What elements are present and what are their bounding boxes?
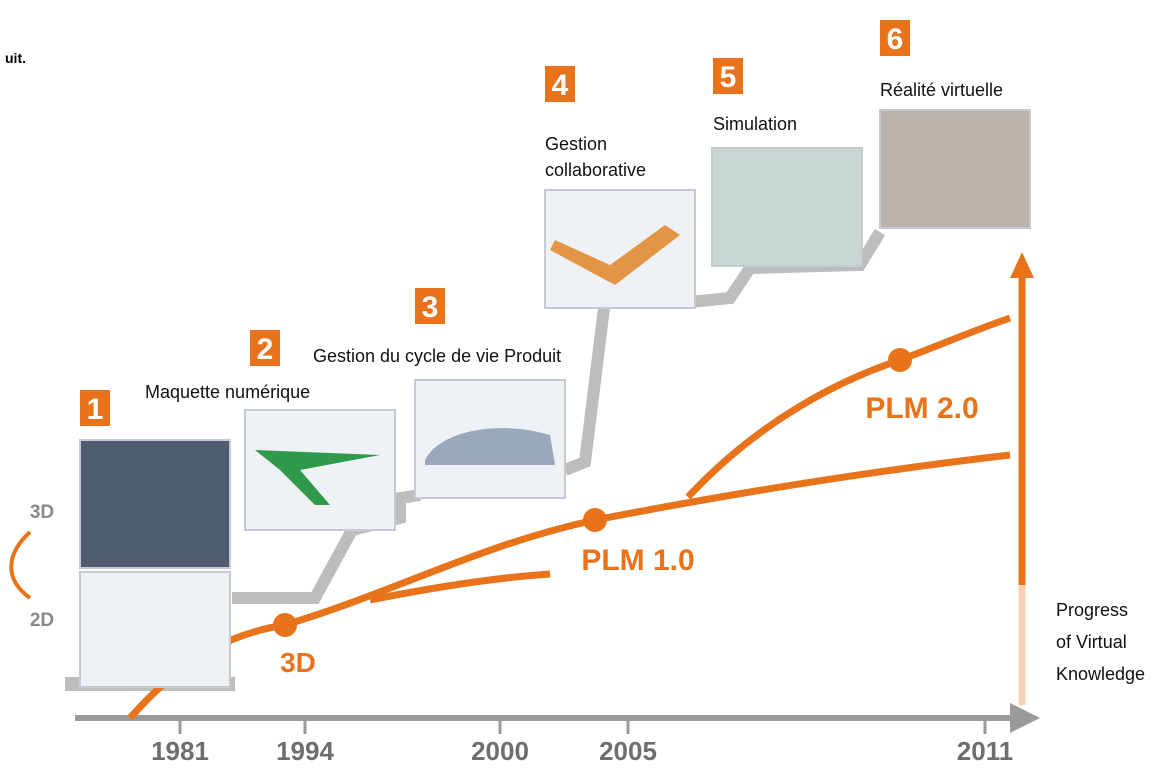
milestone-label: 3D <box>280 647 316 678</box>
step-image <box>80 572 230 687</box>
step-label: Réalité virtuelle <box>880 80 1003 100</box>
milestone-label: PLM 1.0 <box>581 544 694 577</box>
step-number: 5 <box>720 61 737 94</box>
timeline-diagram: uit. 1981 1994 2000 2005 2011 3D PLM 1.0… <box>0 0 1168 770</box>
dimension-label: 2D <box>30 610 54 631</box>
step-image <box>712 148 862 266</box>
header-fragment: uit. <box>5 50 26 66</box>
year-label: 2011 <box>957 736 1013 766</box>
step-label: Gestion du cycle de vie Produit <box>313 346 561 366</box>
milestone-dot <box>273 613 297 637</box>
milestone-dot <box>583 508 607 532</box>
milestone-label: PLM 2.0 <box>865 392 978 425</box>
progress-label: of Virtual <box>1056 632 1127 652</box>
progress-label: Knowledge <box>1056 664 1145 684</box>
dimension-label: 3D <box>30 502 54 523</box>
year-label: 2000 <box>471 736 529 766</box>
step-number: 4 <box>552 69 569 102</box>
dimension-arc <box>11 532 30 598</box>
year-label: 1994 <box>276 736 334 766</box>
step-image <box>245 410 395 530</box>
connector <box>565 300 620 470</box>
step-label: Simulation <box>713 114 797 134</box>
step-number: 1 <box>87 393 104 426</box>
step-number: 2 <box>257 333 274 366</box>
arrow-head <box>1010 252 1034 278</box>
progress-label: Progress <box>1056 600 1128 620</box>
step-label: Maquette numérique <box>145 382 310 402</box>
step-number: 3 <box>422 291 439 324</box>
step-image <box>80 440 230 568</box>
step-label: collaborative <box>545 160 646 180</box>
milestone-dot <box>888 348 912 372</box>
step-image <box>880 110 1030 228</box>
step-label: Gestion <box>545 134 607 154</box>
year-label: 2005 <box>599 736 657 766</box>
year-label: 1981 <box>151 736 209 766</box>
step-number: 6 <box>887 23 904 56</box>
